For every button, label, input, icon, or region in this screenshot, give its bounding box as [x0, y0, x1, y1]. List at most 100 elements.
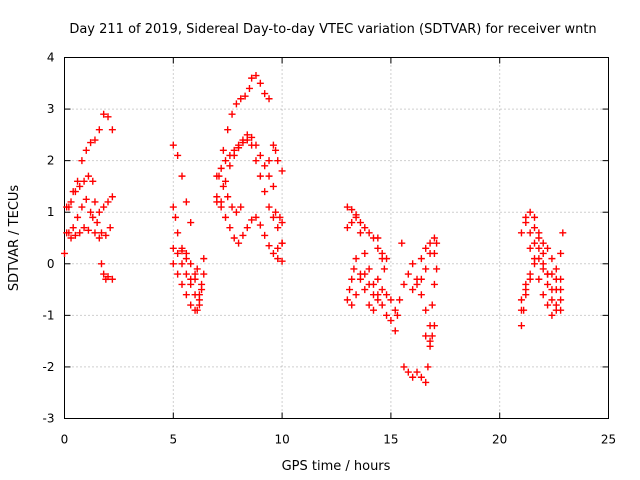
- data-point: [426, 322, 434, 330]
- data-point: [82, 146, 90, 154]
- data-point: [548, 270, 556, 278]
- data-point: [348, 301, 356, 309]
- data-point: [548, 255, 556, 263]
- data-point: [278, 219, 286, 227]
- data-point: [243, 224, 251, 232]
- data-point: [526, 208, 534, 216]
- data-point: [222, 177, 230, 185]
- data-point: [548, 296, 556, 304]
- data-point: [343, 203, 351, 211]
- data-point: [89, 177, 97, 185]
- data-point: [239, 136, 247, 144]
- data-point: [422, 378, 430, 386]
- data-point: [387, 317, 395, 325]
- data-point: [230, 234, 238, 242]
- data-point: [200, 255, 208, 263]
- data-point: [426, 239, 434, 247]
- data-point: [430, 234, 438, 242]
- data-point: [526, 275, 534, 283]
- data-point: [219, 182, 227, 190]
- data-point: [522, 219, 530, 227]
- data-point: [404, 368, 412, 376]
- data-point: [417, 373, 425, 381]
- x-axis-label: GPS time / hours: [282, 459, 391, 474]
- data-point: [544, 280, 552, 288]
- data-point: [274, 244, 282, 252]
- y-tick-label: 1: [47, 205, 55, 219]
- data-point: [219, 146, 227, 154]
- data-point: [232, 100, 240, 108]
- data-point: [274, 157, 282, 165]
- data-point: [169, 244, 177, 252]
- data-point: [378, 286, 386, 294]
- data-point: [174, 229, 182, 237]
- data-point: [365, 301, 373, 309]
- data-point: [174, 151, 182, 159]
- data-point: [213, 193, 221, 201]
- data-point: [269, 182, 277, 190]
- data-point: [248, 216, 256, 224]
- chart-title: Day 211 of 2019, Sidereal Day-to-day VTE…: [69, 22, 596, 37]
- data-point: [517, 229, 525, 237]
- data-point: [63, 203, 71, 211]
- data-point: [239, 231, 247, 239]
- data-point: [535, 255, 543, 263]
- data-point: [228, 203, 236, 211]
- x-tick-label: 5: [169, 433, 177, 447]
- data-point: [361, 249, 369, 257]
- data-point: [422, 244, 430, 252]
- data-point: [67, 234, 75, 242]
- data-point: [369, 306, 377, 314]
- data-point: [559, 229, 567, 237]
- data-point: [393, 311, 401, 319]
- data-point: [191, 306, 199, 314]
- data-point: [226, 224, 234, 232]
- data-point: [265, 95, 273, 103]
- data-point: [274, 255, 282, 263]
- data-point: [69, 224, 77, 232]
- data-point: [91, 136, 99, 144]
- data-point: [433, 265, 441, 273]
- data-point: [245, 84, 253, 92]
- data-point: [517, 322, 525, 330]
- data-point: [272, 208, 280, 216]
- data-point: [224, 193, 232, 201]
- data-point: [71, 231, 79, 239]
- x-tick-label: 25: [601, 433, 616, 447]
- data-point: [409, 373, 417, 381]
- data-point: [526, 229, 534, 237]
- data-point: [217, 164, 225, 172]
- data-point: [544, 301, 552, 309]
- data-point: [380, 265, 388, 273]
- data-point: [348, 219, 356, 227]
- data-point: [178, 172, 186, 180]
- data-point: [71, 188, 79, 196]
- y-tick-label: -2: [43, 360, 55, 374]
- data-point: [95, 126, 103, 134]
- data-point: [548, 311, 556, 319]
- data-points: [61, 72, 567, 386]
- data-point: [361, 270, 369, 278]
- data-point: [517, 296, 525, 304]
- data-point: [84, 226, 92, 234]
- data-point: [552, 306, 560, 314]
- data-point: [346, 286, 354, 294]
- data-point: [428, 332, 436, 340]
- x-axis: 0 5 10 15 20 25: [61, 57, 616, 447]
- data-point: [261, 188, 269, 196]
- data-point: [265, 242, 273, 250]
- data-point: [426, 337, 434, 345]
- data-point: [522, 280, 530, 288]
- data-point: [378, 301, 386, 309]
- data-point: [531, 224, 539, 232]
- plot-frame: [64, 57, 609, 419]
- data-point: [182, 270, 190, 278]
- data-point: [269, 213, 277, 221]
- data-point: [274, 224, 282, 232]
- data-point: [235, 239, 243, 247]
- data-point: [178, 247, 186, 255]
- data-point: [352, 213, 360, 221]
- grid-lines: [64, 57, 609, 419]
- data-point: [422, 306, 430, 314]
